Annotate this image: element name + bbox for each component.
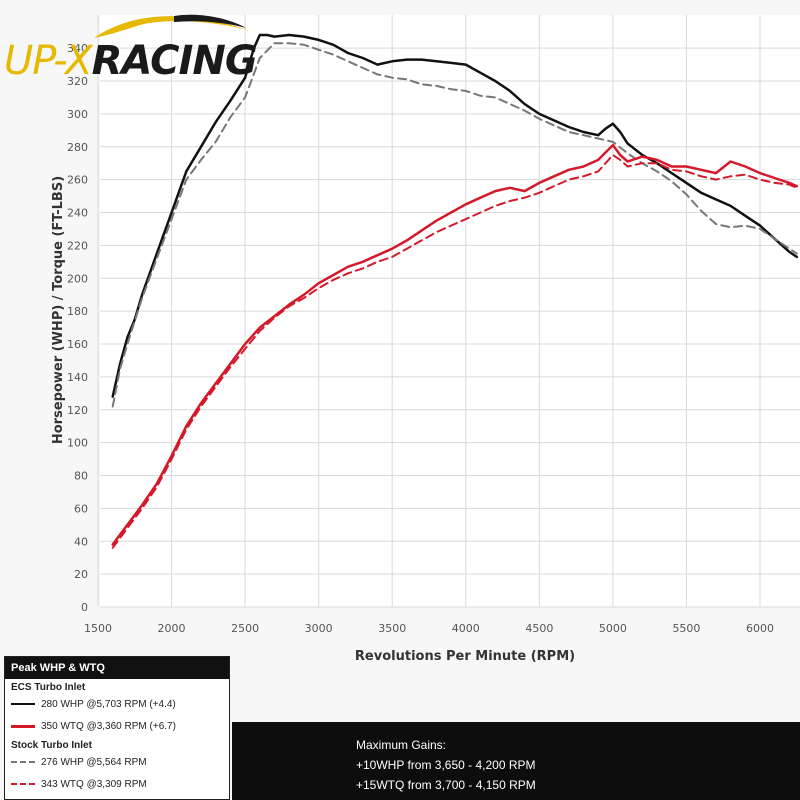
gains-line-wtq: +15WTQ from 3,700 - 4,150 RPM (356, 778, 536, 792)
y-tick-label: 100 (67, 437, 88, 450)
legend-item: 350 WTQ @3,360 RPM (+6.7) (5, 715, 229, 737)
legend-item: 343 WTQ @3,309 RPM (5, 773, 229, 795)
y-tick-label: 140 (67, 371, 88, 384)
gains-line-whp: +10WHP from 3,650 - 4,200 RPM (356, 758, 536, 772)
x-tick-labels: 1500 2000 2500 3000 3500 4000 4500 5000 5500 6000 (84, 622, 774, 635)
x-axis-title: Revolutions Per Minute (RPM) (355, 649, 575, 664)
series-line-0 (111, 33, 799, 398)
x-tick-label: 3000 (305, 622, 333, 635)
grid (97, 15, 800, 608)
legend-item-label: 343 WTQ @3,309 RPM (41, 778, 147, 790)
x-tick-label: 2000 (158, 622, 186, 635)
legend-item-label: 280 WHP @5,703 RPM (+4.4) (41, 698, 176, 710)
y-tick-label: 220 (67, 239, 88, 252)
legend-title: Peak WHP & WTQ (5, 657, 229, 679)
legend-swatch (11, 703, 35, 705)
brand-logo: UP-XRACING (4, 8, 258, 94)
legend-item: 280 WHP @5,703 RPM (+4.4) (5, 693, 229, 715)
legend-item-label: 350 WTQ @3,360 RPM (+6.7) (41, 720, 176, 732)
series-line-3 (111, 154, 798, 549)
gains-title: Maximum Gains: (356, 738, 447, 752)
legend-group-stock: Stock Turbo Inlet (11, 740, 92, 751)
y-tick-label: 200 (67, 272, 88, 285)
x-tick-label: 5500 (672, 622, 700, 635)
y-tick-label: 180 (67, 305, 88, 318)
x-tick-label: 3500 (378, 622, 406, 635)
brand-name: RACING (91, 38, 258, 84)
legend-swatch (11, 724, 35, 728)
y-tick-label: 0 (81, 601, 88, 614)
x-tick-label: 5000 (599, 622, 627, 635)
series-line-2 (111, 143, 799, 546)
car-silhouette-icon (94, 14, 252, 38)
y-tick-label: 20 (74, 568, 88, 581)
x-tick-label: 1500 (84, 622, 112, 635)
legend-swatch (11, 761, 35, 763)
y-tick-label: 260 (67, 174, 88, 187)
brand-prefix: UP-X (4, 38, 93, 84)
series-line-1 (111, 42, 798, 408)
y-tick-label: 60 (74, 502, 88, 515)
y-tick-label: 340 (67, 42, 88, 55)
x-tick-label: 4000 (452, 622, 480, 635)
brand-wordmark: UP-XRACING (4, 38, 258, 84)
series-lines (111, 33, 799, 549)
y-tick-label: 320 (67, 75, 88, 88)
legend-item-label: 276 WHP @5,564 RPM (41, 756, 147, 768)
legend-item: 276 WHP @5,564 RPM (5, 751, 229, 773)
legend-panel: Peak WHP & WTQ ECS Turbo Inlet 280 WHP @… (4, 656, 230, 800)
y-tick-labels: 0 20 40 60 80 100 120 140 160 180 200 220 240 260 280 3… (67, 42, 88, 614)
y-tick-label: 240 (67, 207, 88, 220)
x-tick-label: 4500 (525, 622, 553, 635)
y-tick-label: 160 (67, 338, 88, 351)
legend-group-ecs: ECS Turbo Inlet (11, 682, 86, 693)
legend-swatch (11, 783, 35, 785)
y-tick-label: 120 (67, 404, 88, 417)
y-tick-label: 280 (67, 141, 88, 154)
x-tick-label: 2500 (231, 622, 259, 635)
x-tick-label: 6000 (746, 622, 774, 635)
y-tick-label: 80 (74, 470, 88, 483)
y-axis-title: Horsepower (WHP) / Torque (FT-LBS) (51, 176, 66, 444)
max-gains-banner: Maximum Gains: +10WHP from 3,650 - 4,200… (232, 722, 800, 800)
y-tick-label: 40 (74, 535, 88, 548)
y-tick-label: 300 (67, 108, 88, 121)
